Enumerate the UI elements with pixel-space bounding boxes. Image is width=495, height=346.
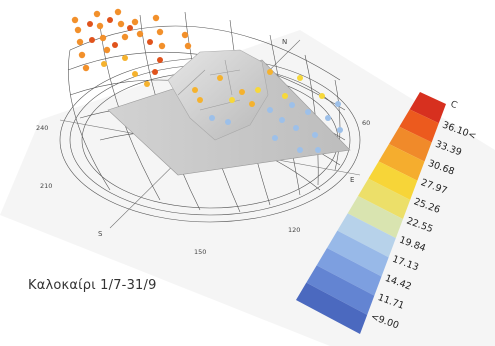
legend-swatch [399,109,439,143]
compass-east-label: E [350,176,354,184]
angle-120-label: 120 [288,226,300,234]
legend-swatch [337,213,396,258]
legend-swatch [306,265,375,315]
angle-60-label: 60 [362,119,370,127]
legend-swatch [358,178,411,219]
angle-210-label: 210 [40,182,52,190]
legend-unit-label: C [449,100,459,112]
legend-swatch [327,230,389,277]
building-mass [167,49,269,141]
legend-swatch [368,161,418,200]
legend-swatch [296,282,368,334]
season-caption: Καλοκαίρι 1/7-31/9 [28,278,157,293]
angle-150-label: 150 [194,248,206,256]
legend-swatch [316,248,382,296]
legend-swatch [347,196,403,239]
legend-swatch [389,126,432,162]
legend-swatch [409,92,446,124]
legend-swatch [378,144,425,181]
sun-hour-dots [71,8,343,153]
angle-240-label: 240 [36,124,48,132]
compass-south-label: S [98,230,103,238]
compass-north-label: N [282,38,287,46]
